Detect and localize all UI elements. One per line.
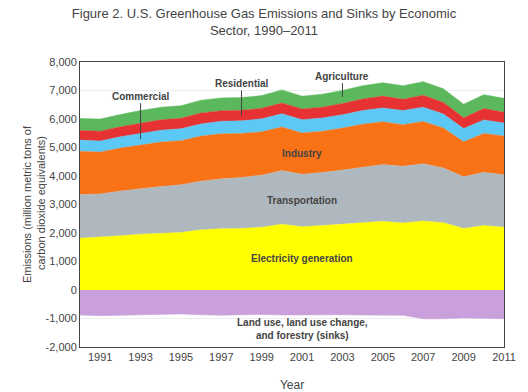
svg-text:2003: 2003: [330, 351, 354, 363]
svg-text:Figure 2. U.S. Greenhouse Gas: Figure 2. U.S. Greenhouse Gas Emissions …: [72, 6, 457, 38]
svg-text:2005: 2005: [371, 351, 395, 363]
svg-text:2,000: 2,000: [49, 227, 77, 239]
svg-text:Electricity generation: Electricity generation: [251, 253, 353, 264]
svg-text:Emissions (million metric tons: Emissions (million metric tons of carbon…: [21, 125, 47, 283]
svg-text:2009: 2009: [451, 351, 475, 363]
svg-text:1999: 1999: [249, 351, 273, 363]
svg-text:Agriculture: Agriculture: [315, 71, 369, 82]
svg-text:0: 0: [71, 284, 77, 296]
svg-text:1993: 1993: [128, 351, 152, 363]
svg-text:3,000: 3,000: [49, 198, 77, 210]
svg-text:1995: 1995: [169, 351, 193, 363]
svg-text:-2,000: -2,000: [46, 341, 77, 353]
svg-text:-1,000: -1,000: [46, 312, 77, 324]
svg-text:8,000: 8,000: [49, 56, 77, 68]
svg-text:6,000: 6,000: [49, 113, 77, 125]
svg-text:Residential: Residential: [215, 78, 269, 89]
svg-text:4,000: 4,000: [49, 170, 77, 182]
svg-text:Land use, land use change,and: Land use, land use change,and forestry (…: [237, 317, 368, 341]
svg-text:Industry: Industry: [282, 148, 322, 159]
svg-text:2001: 2001: [290, 351, 314, 363]
svg-text:5,000: 5,000: [49, 141, 77, 153]
svg-text:2011: 2011: [492, 351, 516, 363]
svg-text:Transportation: Transportation: [267, 195, 337, 206]
svg-text:2007: 2007: [411, 351, 435, 363]
svg-text:1997: 1997: [209, 351, 233, 363]
svg-text:1991: 1991: [88, 351, 112, 363]
svg-text:Year: Year: [280, 378, 304, 392]
svg-text:7,000: 7,000: [49, 84, 77, 96]
svg-text:1,000: 1,000: [49, 255, 77, 267]
svg-text:Commercial: Commercial: [112, 91, 169, 102]
